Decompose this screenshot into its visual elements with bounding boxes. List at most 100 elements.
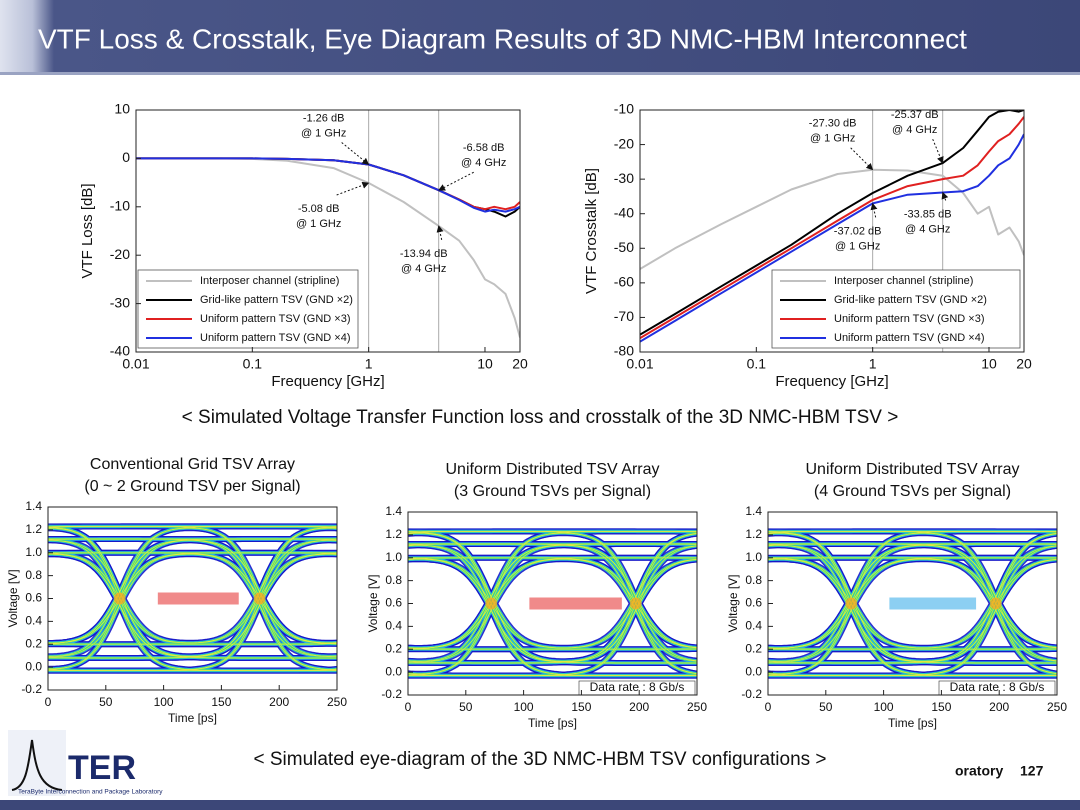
eye-trace xyxy=(48,539,337,671)
plot-frame xyxy=(135,109,521,353)
y-tick-label: 0.4 xyxy=(745,619,762,633)
y-tick-label: -70 xyxy=(614,308,634,324)
annotation-arrow xyxy=(438,171,474,191)
eye-trace xyxy=(48,526,337,528)
eye-trace xyxy=(48,553,337,658)
chart: Conventional Grid TSV Array (0 ~ 2 Ground… xyxy=(6,456,347,725)
y-tick-label: 0.8 xyxy=(25,568,42,582)
annotation-arrow xyxy=(932,138,944,164)
legend-label: Interposer channel (stripline) xyxy=(200,275,339,287)
legend-box xyxy=(137,269,359,349)
series-line xyxy=(136,157,520,213)
chart-title: Conventional Grid TSV Array xyxy=(90,456,295,473)
eye-crossing xyxy=(113,592,126,605)
eye-trace xyxy=(408,531,697,662)
page-number: 127 xyxy=(1020,763,1044,779)
y-tick-label: 0.2 xyxy=(25,636,42,650)
x-tick-label: 50 xyxy=(99,695,113,709)
caption: < Simulated eye-diagram of the 3D NMC-HB… xyxy=(253,749,826,770)
plot-area xyxy=(640,110,1024,352)
annotation: @ 4 GHz xyxy=(892,124,937,136)
y-axis-label: VTF Loss [dB] xyxy=(79,183,96,278)
x-tick-label: 200 xyxy=(629,700,649,714)
annotation-arrow xyxy=(941,191,949,201)
y-tick-label: -10 xyxy=(614,101,634,117)
annotation: Data rate : 8 Gb/s xyxy=(950,680,1045,694)
plot-frame xyxy=(639,109,1025,353)
annotation: Data rate : 8 Gb/s xyxy=(590,680,685,694)
y-tick-label: -10 xyxy=(110,198,130,214)
y-tick-label: -50 xyxy=(614,239,634,255)
y-tick-label: 1.4 xyxy=(385,504,402,518)
plot-area xyxy=(48,523,337,674)
caption: < Simulated Voltage Transfer Function lo… xyxy=(182,407,899,428)
y-tick-label: 0.2 xyxy=(745,641,762,655)
annotation: -13.94 dB xyxy=(400,248,448,260)
x-tick-label: 1 xyxy=(869,356,877,372)
y-axis-label: Voltage [V] xyxy=(6,569,20,627)
eye-trace xyxy=(408,532,697,662)
annotation: @ 1 GHz xyxy=(301,127,346,139)
eye-trace xyxy=(768,531,1057,662)
y-tick-label: 1.0 xyxy=(385,550,402,564)
y-tick-label: 1.4 xyxy=(745,504,762,518)
logo-curve xyxy=(11,739,63,791)
annotation: -27.30 dB xyxy=(809,118,857,130)
x-tick-label: 0 xyxy=(765,700,772,714)
x-tick-label: 200 xyxy=(269,695,289,709)
y-tick-label: 0.6 xyxy=(25,591,42,605)
plot-area xyxy=(408,528,697,679)
eye-trace xyxy=(768,545,1057,676)
x-tick-label: 0 xyxy=(45,695,52,709)
annotation-arrow xyxy=(341,142,370,165)
chart: -27.30 dB @ 1 GHz -25.37 dB @ 4 GHz -37.02 d… xyxy=(583,101,1032,390)
y-tick-label: 0.0 xyxy=(745,664,762,678)
y-axis-label: Voltage [V] xyxy=(366,574,380,632)
eye-trace xyxy=(768,544,1057,676)
annotation: @ 4 GHz xyxy=(461,157,506,169)
annotation: -37.02 dB xyxy=(834,225,882,237)
x-tick-label: 100 xyxy=(514,700,534,714)
header-bar xyxy=(0,0,1080,72)
eye-opening xyxy=(529,597,622,610)
x-axis-label: Frequency [GHz] xyxy=(271,373,384,390)
logo xyxy=(8,730,66,796)
eye-trace xyxy=(408,544,697,676)
eye-trace xyxy=(48,552,337,644)
legend-label: Interposer channel (stripline) xyxy=(834,275,973,287)
x-tick-label: 50 xyxy=(459,700,473,714)
y-tick-label: -0.2 xyxy=(21,682,42,696)
series-line xyxy=(640,168,1024,270)
eye-crossing xyxy=(845,597,858,610)
eye-trace xyxy=(408,531,697,534)
lab-tail: oratory xyxy=(955,763,1003,779)
x-tick-label: 0 xyxy=(405,700,412,714)
y-tick-label: -80 xyxy=(614,343,634,359)
y-tick-label: -0.2 xyxy=(381,687,402,701)
annotation: @ 1 GHz xyxy=(835,240,880,252)
lab-name: TeraByte Interconnection and Package Lab… xyxy=(18,789,163,796)
x-axis-label: Time [ps] xyxy=(168,711,217,725)
eye-trace xyxy=(768,557,1057,649)
x-axis-label: Frequency [GHz] xyxy=(775,373,888,390)
chart-title: (3 Ground TSVs per Signal) xyxy=(454,483,651,500)
x-tick-label: 150 xyxy=(571,700,591,714)
legend-label: Uniform pattern TSV (GND ×3) xyxy=(200,313,350,325)
x-tick-label: 0.01 xyxy=(122,356,149,372)
annotation: -1.26 dB xyxy=(303,112,345,124)
x-tick-label: 20 xyxy=(1016,356,1032,372)
y-tick-label: -60 xyxy=(614,274,634,290)
annotation: @ 4 GHz xyxy=(905,223,950,235)
eye-trace xyxy=(408,557,697,649)
eye-trace xyxy=(408,647,697,650)
y-tick-label: 1.4 xyxy=(25,499,42,513)
legend-label: Grid-like pattern TSV (GND ×2) xyxy=(200,294,353,306)
annotation: -33.85 dB xyxy=(904,208,952,220)
x-tick-label: 250 xyxy=(327,695,347,709)
header-rule xyxy=(0,72,1080,75)
chart: -1.26 dB @ 1 GHz -6.58 dB @ 4 GHz -5.08 dB @ … xyxy=(79,101,528,390)
y-tick-label: 1.0 xyxy=(25,545,42,559)
x-tick-label: 250 xyxy=(687,700,707,714)
x-tick-label: 150 xyxy=(211,695,231,709)
y-tick-label: 1.2 xyxy=(745,527,762,541)
